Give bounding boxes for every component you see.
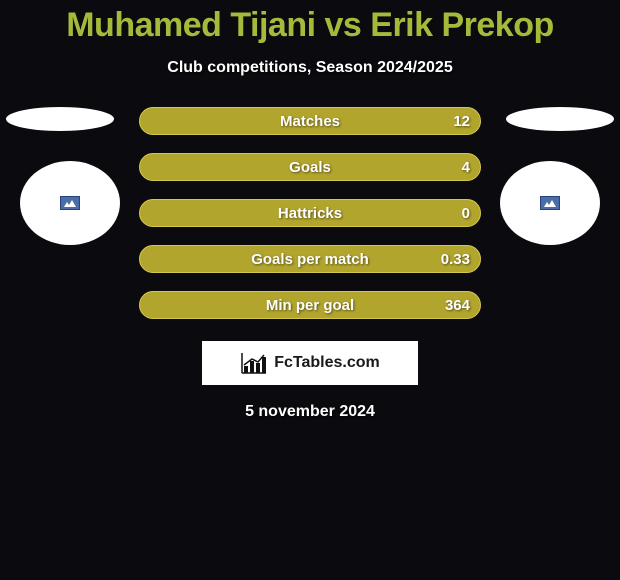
page-title: Muhamed Tijani vs Erik Prekop [0, 0, 620, 45]
stat-label: Goals per match [251, 251, 369, 268]
player1-avatar-placeholder [20, 161, 120, 245]
stat-bars: Matches 12 Goals 4 Hattricks 0 Goals per… [139, 107, 481, 319]
image-placeholder-icon [60, 196, 80, 210]
player1-badge-ellipse [6, 107, 114, 131]
stat-row-hattricks: Hattricks 0 [139, 199, 481, 227]
stat-label: Goals [289, 159, 331, 176]
stat-row-mpg: Min per goal 364 [139, 291, 481, 319]
player1-name: Muhamed Tijani [66, 6, 315, 44]
vs-text: vs [324, 6, 361, 44]
stat-label: Hattricks [278, 205, 342, 222]
stat-row-gpm: Goals per match 0.33 [139, 245, 481, 273]
stat-row-matches: Matches 12 [139, 107, 481, 135]
stat-right-value: 12 [453, 113, 470, 130]
player2-badge-ellipse [506, 107, 614, 131]
stat-right-value: 0 [462, 205, 470, 222]
stat-right-value: 4 [462, 159, 470, 176]
stat-label: Min per goal [266, 297, 354, 314]
branding-box: FcTables.com [202, 341, 418, 385]
date-text: 5 november 2024 [0, 403, 620, 421]
image-placeholder-icon [540, 196, 560, 210]
stat-row-goals: Goals 4 [139, 153, 481, 181]
player2-name: Erik Prekop [370, 6, 553, 44]
branding-text: FcTables.com [274, 354, 380, 372]
player2-avatar-placeholder [500, 161, 600, 245]
stat-right-value: 364 [445, 297, 470, 314]
subtitle: Club competitions, Season 2024/2025 [0, 59, 620, 77]
chart-icon [240, 351, 268, 375]
stat-label: Matches [280, 113, 340, 130]
stats-area: Matches 12 Goals 4 Hattricks 0 Goals per… [0, 107, 620, 319]
stat-right-value: 0.33 [441, 251, 470, 268]
